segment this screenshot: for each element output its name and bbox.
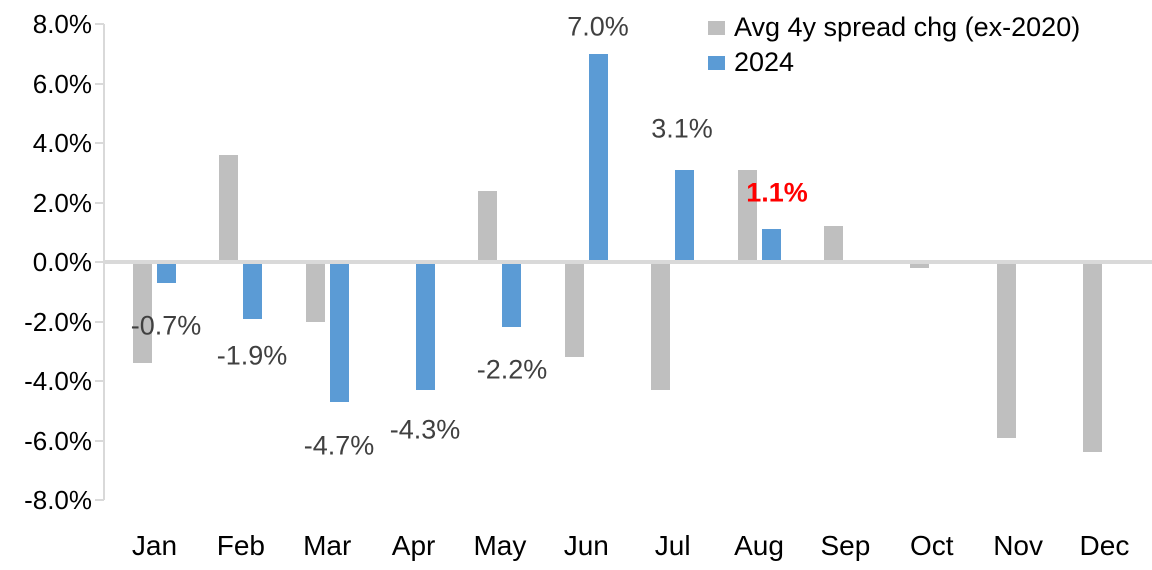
bar-avg4y-jan <box>133 264 152 364</box>
bar-avg4y-nov <box>996 264 1016 438</box>
bar-2024-jul <box>675 169 695 260</box>
bar-avg4y-sep <box>823 226 843 260</box>
x-tick-label-jun: Jun <box>563 530 609 561</box>
y-tick-label: 4.0% <box>32 128 92 158</box>
x-tick-label-nov: Nov <box>993 530 1043 561</box>
x-tick-label-sep: Sep <box>820 530 871 561</box>
bar-avg4y-mar <box>305 264 325 322</box>
x-tick-label-apr: Apr <box>391 530 436 561</box>
data-label: -0.7% <box>130 310 202 341</box>
legend-swatch-avg4y <box>708 20 725 35</box>
y-tick-mark <box>95 142 104 144</box>
y-tick-label: -8.0% <box>24 485 92 515</box>
bar-avg4y-oct <box>910 264 930 268</box>
bar-2024-apr <box>416 264 436 390</box>
bar-2024-feb <box>243 264 263 319</box>
bar-2024-jan <box>157 264 176 283</box>
x-tick-label-aug: Aug <box>734 530 784 561</box>
data-label: -1.9% <box>216 340 288 371</box>
x-tick-label-jan: Jan <box>131 530 178 561</box>
legend-item-2024: 2024 <box>708 48 1080 77</box>
y-tick-label: 2.0% <box>32 187 92 218</box>
y-tick-label: -2.0% <box>24 306 92 337</box>
y-tick-mark <box>95 82 104 85</box>
y-tick-label: 6.0% <box>32 68 92 99</box>
legend-item-avg4y: Avg 4y spread chg (ex-2020) <box>708 13 1080 42</box>
y-tick-mark <box>95 380 104 382</box>
y-tick-mark <box>95 320 104 323</box>
x-tick-label-mar: Mar <box>303 530 352 561</box>
bar-avg4y-jun <box>564 264 584 358</box>
data-label: -4.3% <box>389 414 461 445</box>
y-tick-mark <box>95 499 104 501</box>
legend-label-avg4y: Avg 4y spread chg (ex-2020) <box>734 12 1081 42</box>
legend: Avg 4y spread chg (ex-2020) 2024 <box>708 13 1080 83</box>
bar-2024-may <box>502 264 522 328</box>
y-tick-mark <box>95 261 104 263</box>
x-tick-label-oct: Oct <box>909 530 954 561</box>
legend-label-2024: 2024 <box>734 47 795 77</box>
data-label-highlight: 1.1% <box>746 177 808 208</box>
x-tick-label-jul: Jul <box>654 530 691 561</box>
data-label: 7.0% <box>567 11 629 42</box>
x-tick-label-feb: Feb <box>216 530 265 561</box>
bar-avg4y-jul <box>651 264 671 390</box>
bar-avg4y-aug <box>737 169 757 260</box>
data-label: -4.7% <box>303 430 375 461</box>
x-tick-label-dec: Dec <box>1079 530 1130 561</box>
data-label: -2.2% <box>476 354 548 385</box>
bar-avg4y-may <box>478 190 498 260</box>
y-tick-label: 0.0% <box>32 247 92 277</box>
y-tick-mark <box>95 439 104 442</box>
data-label: 3.1% <box>651 113 713 144</box>
zero-baseline <box>104 260 1152 264</box>
y-tick-mark <box>95 23 104 25</box>
bar-avg4y-feb <box>219 154 239 260</box>
y-tick-mark <box>95 201 104 204</box>
x-tick-label-may: May <box>473 530 527 561</box>
y-tick-label: -4.0% <box>24 366 92 396</box>
y-tick-label: 8.0% <box>32 9 92 39</box>
bar-2024-aug <box>761 229 781 260</box>
bar-2024-jun <box>588 53 608 260</box>
bar-avg4y-dec <box>1082 264 1102 453</box>
legend-swatch-2024 <box>708 55 725 70</box>
y-tick-label: -6.0% <box>24 425 92 456</box>
bar-2024-mar <box>329 264 349 402</box>
